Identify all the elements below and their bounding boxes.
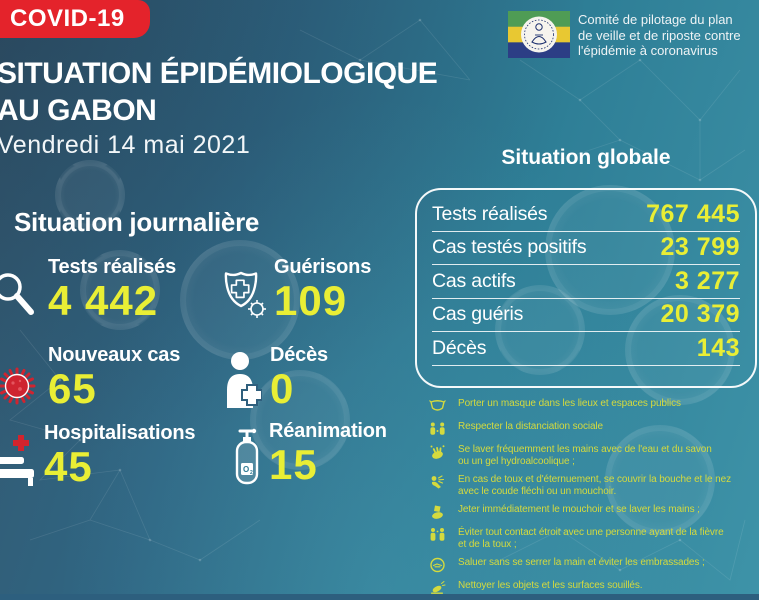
- virus-blob-decoration: [250, 370, 350, 470]
- oxygen-tank-icon: O 2: [235, 428, 259, 485]
- daily-stat-guerisons: Guérisons 109: [224, 256, 371, 321]
- guideline-item: Respecter la distanciation sociale: [428, 421, 758, 437]
- gabon-flag-logo: [508, 11, 570, 58]
- stat-value: 109: [274, 277, 348, 324]
- guideline-item: En cas de toux et d'éternuement, se couv…: [428, 474, 758, 497]
- page-title-line2: AU GABON: [0, 94, 157, 127]
- mask-icon: [429, 400, 446, 411]
- guideline-text: Porter un masque dans les lieux et espac…: [458, 398, 681, 409]
- guideline-text: ou un gel hydroalcoolique ;: [458, 455, 575, 467]
- stat-label: Tests réalisés: [48, 256, 177, 278]
- row-label: Cas actifs: [432, 269, 516, 292]
- row-value: 143: [696, 333, 740, 362]
- guideline-item: Nettoyer les objets et les surfaces soui…: [428, 580, 758, 596]
- person-cross-icon: [227, 351, 262, 408]
- social-distance-icon: [430, 422, 445, 435]
- row-label: Cas testés positifs: [432, 236, 587, 259]
- page-date: Vendredi 14 mai 2021: [0, 131, 251, 159]
- row-value: 3 277: [674, 266, 740, 295]
- table-row: Cas guéris 20 379: [432, 299, 740, 332]
- guideline-text: Saluer sans se serrer la main et éviter …: [458, 557, 705, 568]
- guideline-text: Nettoyer les objets et les surfaces soui…: [458, 580, 643, 591]
- discard-tissue-icon: [432, 505, 443, 519]
- org-title-line: Comité de pilotage du plan: [578, 12, 733, 27]
- virus-blob-decoration: [605, 425, 715, 535]
- guideline-text: et de la toux ;: [458, 538, 517, 550]
- guideline-item: Saluer sans se serrer la main et éviter …: [428, 557, 758, 573]
- guideline-text: Respecter la distanciation sociale: [458, 421, 604, 432]
- stat-label: Nouveaux cas: [48, 344, 181, 366]
- guideline-text: avec le coude fléchi ou un mouchoir.: [458, 485, 617, 497]
- virus-icon: [0, 367, 36, 405]
- stat-value: 4 442: [48, 277, 159, 324]
- table-row: Décès 143: [432, 332, 740, 366]
- guideline-item: Jeter immédiatement le mouchoir et se la…: [428, 504, 758, 520]
- gabon-seal: [521, 16, 557, 53]
- virus-blob-decoration: [55, 160, 125, 230]
- magnifier-icon: [0, 273, 34, 315]
- hospital-bed-icon: [0, 434, 34, 486]
- table-row: Cas testés positifs 23 799: [432, 232, 740, 265]
- stat-label: Guérisons: [274, 256, 372, 278]
- svg-text:O: O: [243, 465, 249, 474]
- guideline-text: Jeter immédiatement le mouchoir et se la…: [458, 504, 700, 515]
- guideline-item: Se laver fréquemment les mains avec de l…: [428, 444, 758, 467]
- daily-stat-nouveaux-cas: Nouveaux cas 65: [0, 344, 180, 409]
- table-row: Tests réalisés 767 445: [432, 198, 740, 232]
- table-row: Cas actifs 3 277: [432, 265, 740, 299]
- row-value: 20 379: [660, 300, 740, 329]
- global-section-heading: Situation globale: [501, 146, 671, 169]
- row-value: 23 799: [660, 233, 740, 262]
- row-label: Cas guéris: [432, 303, 524, 326]
- stat-label: Hospitalisations: [44, 422, 196, 444]
- stat-value: 65: [48, 365, 97, 412]
- org-title-line: l'épidémie à coronavirus: [578, 43, 718, 58]
- shield-cross-virus-icon: [224, 271, 266, 318]
- daily-stat-reanimation: O 2 Réanimation 15: [234, 420, 387, 485]
- greeting-icon: [430, 557, 445, 573]
- virus-blob-decoration: [80, 250, 160, 330]
- stat-value: 45: [44, 443, 93, 490]
- sneeze-elbow-icon: [431, 475, 445, 489]
- virus-blob-decoration: [495, 285, 585, 375]
- avoid-contact-icon: [430, 528, 445, 541]
- covid19-banner-label: COVID-19: [10, 5, 125, 32]
- covid19-banner: COVID-19: [0, 0, 150, 38]
- clean-surfaces-icon: [431, 581, 446, 594]
- guideline-item: Porter un masque dans les lieux et espac…: [428, 398, 758, 414]
- org-title-line: de veille et de riposte contre: [578, 27, 741, 43]
- guideline-text: En cas de toux et d'éternuement, se couv…: [458, 474, 731, 485]
- stat-label: Réanimation: [269, 420, 387, 442]
- stat-label: Décès: [270, 344, 328, 366]
- daily-section-heading: Situation journalière: [14, 207, 260, 237]
- global-situation-table: Tests réalisés 767 445 Cas testés positi…: [415, 188, 757, 388]
- virus-blob-decoration: [180, 240, 300, 360]
- stat-value: 15: [269, 441, 318, 488]
- page-title-line1: SITUATION ÉPIDÉMIOLOGIQUE: [0, 57, 438, 90]
- guideline-item: Éviter tout contact étroit avec une pers…: [428, 527, 758, 550]
- daily-stat-tests: Tests réalisés 4 442: [0, 256, 176, 321]
- org-title: Comité de pilotage du plan de veille et …: [578, 12, 741, 59]
- row-label: Tests réalisés: [432, 202, 548, 225]
- guideline-text: Se laver fréquemment les mains avec de l…: [458, 444, 712, 455]
- guidelines-list: Porter un masque dans les lieux et espac…: [428, 398, 758, 600]
- row-label: Décès: [432, 336, 487, 359]
- stat-value: 0: [270, 365, 295, 412]
- svg-text:2: 2: [250, 470, 253, 476]
- daily-stat-hospitalisations: Hospitalisations 45: [0, 422, 195, 487]
- daily-stat-deces: Décès 0: [226, 344, 328, 409]
- wash-hands-icon: [430, 445, 445, 459]
- guideline-text: Éviter tout contact étroit avec une pers…: [458, 527, 724, 538]
- row-value: 767 445: [646, 199, 740, 228]
- bottom-strip: [0, 594, 759, 600]
